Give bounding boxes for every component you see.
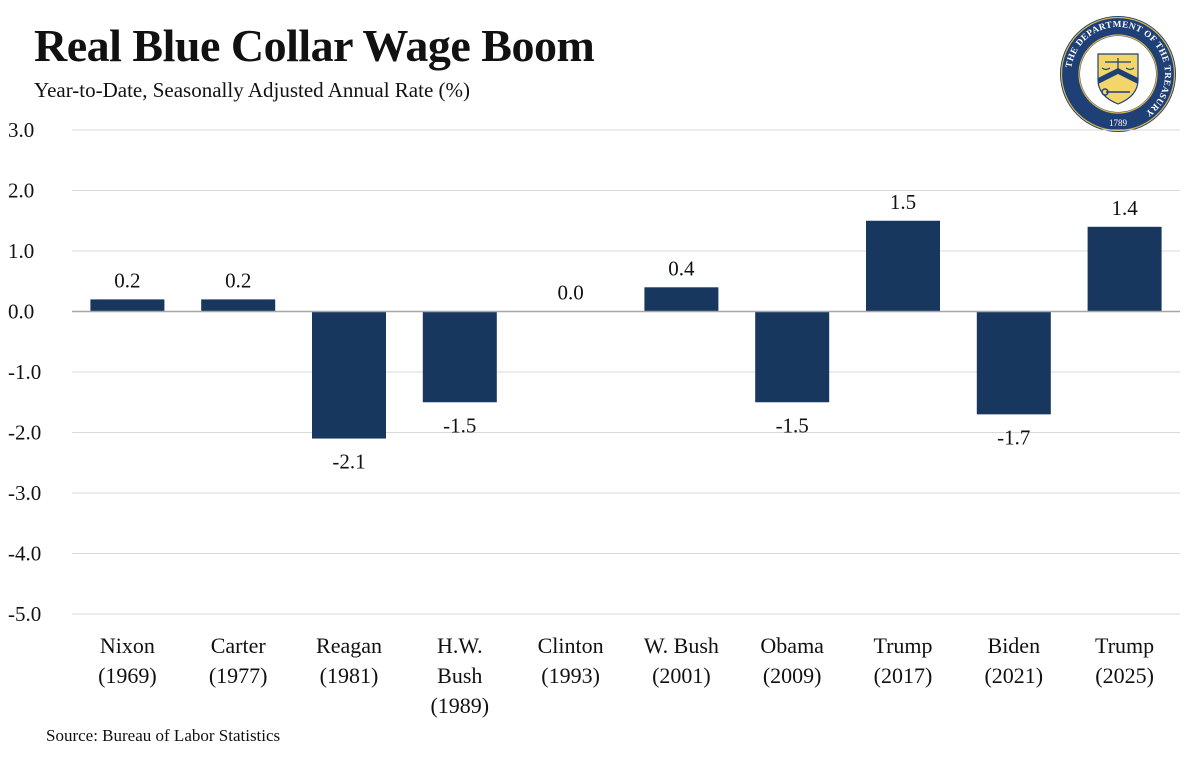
x-category-label: Obama (2009)	[760, 633, 824, 688]
x-category-label-line: Carter	[211, 633, 267, 658]
bar	[866, 220, 940, 312]
seal-key-bow	[1101, 88, 1109, 96]
x-category-label-line: (2025)	[1095, 663, 1154, 688]
seal-scale-pan-right	[1125, 67, 1135, 71]
x-category-label-line: Trump	[873, 633, 932, 658]
data-label: 1.5	[890, 190, 916, 214]
x-category-label: Nixon (1969)	[98, 633, 157, 688]
bar	[312, 311, 386, 439]
x-category-label-line: (1981)	[320, 663, 379, 688]
seal-scale-pan-left	[1101, 67, 1111, 71]
bar	[1087, 226, 1162, 312]
x-category-label: Trump (2017)	[873, 633, 932, 688]
x-category-label-line: W. Bush	[644, 633, 719, 658]
x-category-label: Clinton (1993)	[538, 633, 604, 688]
seal-inner-ring	[1078, 34, 1158, 114]
data-label: 0.4	[668, 256, 695, 280]
seal-chevron	[1098, 68, 1138, 84]
y-tick-label: 3.0	[8, 118, 34, 142]
x-category-label-line: Bush	[437, 663, 482, 688]
data-label: 0.2	[114, 268, 140, 292]
x-category-label: Carter (1977)	[209, 633, 268, 688]
y-tick-label: -3.0	[8, 481, 41, 505]
x-category-label: W. Bush (2001)	[644, 633, 719, 688]
y-axis-tick-labels: 3.0 2.0 1.0 0.0 -1.0 -2.0 -3.0 -4.0 -5.0	[8, 118, 41, 626]
y-tick-label: -4.0	[8, 542, 41, 566]
seal-year: 1789	[1109, 118, 1128, 128]
treasury-seal-icon: THE DEPARTMENT OF THE TREASURY 1789	[1060, 16, 1176, 132]
x-category-label-line: (1989)	[430, 693, 489, 718]
chart-title: Real Blue Collar Wage Boom	[34, 20, 595, 71]
bar	[644, 287, 719, 312]
source-note: Source: Bureau of Labor Statistics	[46, 726, 281, 745]
data-label: 1.4	[1111, 196, 1138, 220]
x-category-label-line: Nixon	[100, 633, 155, 658]
x-category-label-line: Clinton	[538, 633, 604, 658]
x-category-label-line: Trump	[1095, 633, 1154, 658]
y-tick-label: 0.0	[8, 300, 34, 324]
x-category-label: Reagan (1981)	[316, 633, 382, 688]
data-label: -2.1	[332, 450, 365, 474]
x-category-label-line: (2009)	[763, 663, 822, 688]
bar	[201, 299, 276, 312]
bar	[976, 311, 1051, 415]
x-category-label-line: (1969)	[98, 663, 157, 688]
x-axis-category-labels: Nixon (1969) Carter (1977) Reagan (1981) H.W. B…	[98, 633, 1154, 718]
x-category-label-line: (1993)	[541, 663, 600, 688]
bar	[422, 311, 497, 403]
x-category-label: H.W. Bush (1989)	[430, 633, 489, 718]
bars	[90, 220, 1162, 439]
grid-lines	[72, 129, 1180, 615]
bar	[90, 299, 165, 312]
x-category-label-line: Obama	[760, 633, 824, 658]
x-category-label-line: (2021)	[984, 663, 1043, 688]
x-category-label-line: Biden	[988, 633, 1041, 658]
data-label: 0.0	[557, 281, 583, 305]
x-category-label: Trump (2025)	[1095, 633, 1154, 688]
data-label: -1.5	[776, 413, 809, 437]
y-tick-label: 1.0	[8, 239, 34, 263]
x-category-label-line: H.W.	[437, 633, 483, 658]
x-category-label-line: (2017)	[874, 663, 933, 688]
x-category-label: Biden (2021)	[984, 633, 1043, 688]
bar	[755, 311, 830, 403]
data-labels: 0.2 0.2 -2.1 -1.5 0.0 0.4 -1.5 1.5 -1.7 1.4	[114, 190, 1138, 474]
y-tick-label: 2.0	[8, 179, 34, 203]
y-tick-label: -2.0	[8, 421, 41, 445]
x-category-label-line: (2001)	[652, 663, 711, 688]
x-category-label-line: Reagan	[316, 633, 382, 658]
x-category-label-line: (1977)	[209, 663, 268, 688]
data-label: -1.5	[443, 413, 476, 437]
y-tick-label: -1.0	[8, 360, 41, 384]
y-tick-label: -5.0	[8, 602, 41, 626]
chart-subtitle: Year-to-Date, Seasonally Adjusted Annual…	[34, 78, 471, 102]
data-label: 0.2	[225, 268, 251, 292]
data-label: -1.7	[997, 425, 1030, 449]
